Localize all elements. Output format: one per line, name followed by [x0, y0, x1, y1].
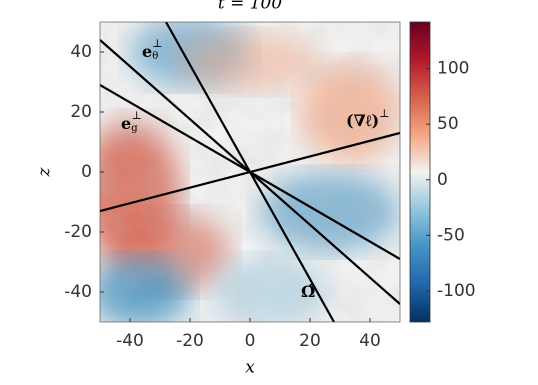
colorbar-tick-label: 0	[437, 170, 448, 190]
y-tick-label: 0	[81, 162, 92, 182]
y-tick-label: -40	[64, 282, 92, 302]
x-tick-label: 20	[299, 331, 321, 351]
chart-title: t = 100	[218, 0, 283, 14]
field-image	[100, 22, 400, 322]
y-tick-label: -20	[64, 222, 92, 242]
line-label: Ω̂	[301, 282, 315, 301]
line-label-base: (∇ℓ)	[346, 111, 379, 130]
x-tick-label: -40	[116, 331, 144, 351]
colorbar-tick-label: 50	[437, 114, 459, 134]
x-tick-label: -20	[176, 331, 204, 351]
colorbar-tick-label: -100	[437, 281, 476, 301]
colorbar	[409, 21, 431, 323]
line-label-base: e	[121, 114, 131, 133]
line-label-sup: ⊥	[152, 37, 162, 50]
line-label-sub: θ	[152, 51, 158, 62]
line-label-base: Ω̂	[301, 282, 315, 301]
colorbar-tick-label: 100	[437, 59, 469, 79]
line-label: eθ⊥	[142, 37, 163, 62]
line-label: eg⊥	[121, 109, 142, 134]
line-label-sup: ⊥	[379, 107, 389, 120]
colorbar-tick-label: -50	[437, 225, 465, 245]
y-tick-label: 20	[70, 102, 92, 122]
direction-line	[165, 22, 335, 322]
line-label-sup: ⊥	[132, 109, 142, 122]
x-axis-label: x	[245, 358, 255, 378]
x-tick-label: 0	[245, 331, 256, 351]
line-label-sub: g	[131, 123, 138, 134]
y-tick-label: 40	[70, 42, 92, 62]
line-label: (∇ℓ)⊥	[346, 107, 390, 130]
x-tick-label: 40	[359, 331, 381, 351]
y-axis-label: z	[35, 166, 55, 177]
line-label-base: e	[142, 42, 152, 61]
